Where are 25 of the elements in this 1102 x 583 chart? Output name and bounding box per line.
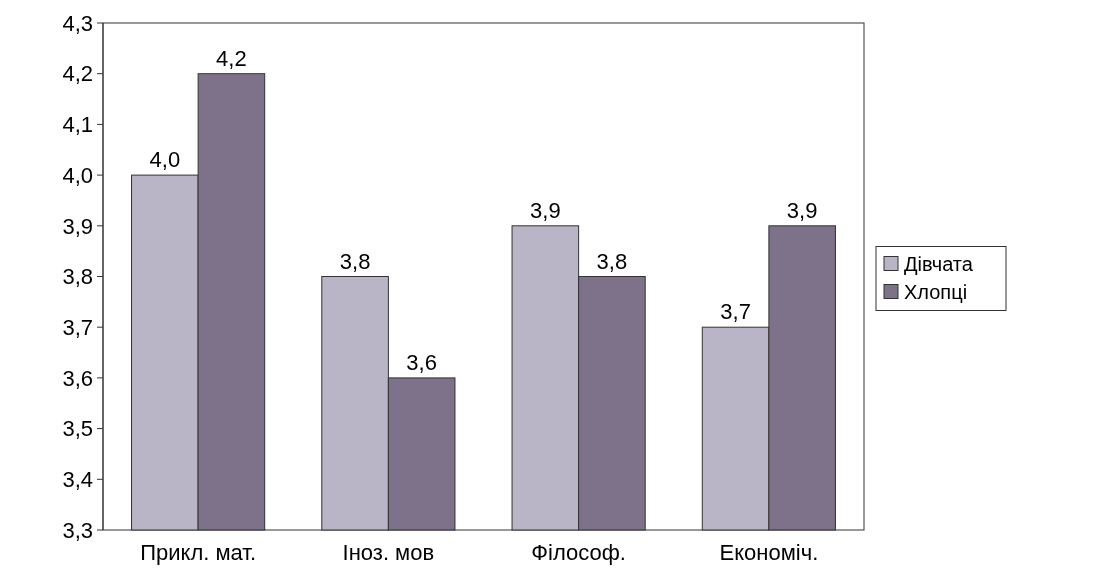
y-tick-label: 3,7: [62, 314, 93, 340]
legend-label: Хлопці: [904, 280, 968, 303]
x-tick-label: Прикл. мат.: [140, 540, 257, 565]
y-tick-label: 4,2: [62, 61, 93, 87]
data-label: 4,0: [149, 147, 181, 173]
y-tick-label: 3,3: [62, 517, 93, 543]
y-tick-label: 3,4: [62, 467, 93, 492]
y-tick-label: 4,1: [62, 112, 93, 138]
y-tick-label: 3,9: [62, 213, 93, 239]
data-label: 3,7: [720, 299, 751, 325]
x-tick-label: Іноз. мов: [342, 540, 435, 565]
data-label: 3,9: [786, 197, 818, 223]
x-tick-label: Філософ.: [531, 540, 626, 565]
y-tick-label: 3,8: [62, 264, 93, 290]
data-label: 3,8: [339, 248, 371, 274]
data-label: 3,6: [406, 349, 437, 375]
data-label: 4,2: [216, 45, 247, 71]
legend-label: Дівчата: [904, 252, 974, 275]
y-tick-label: 3,5: [62, 416, 93, 442]
y-tick-label: 4,3: [62, 10, 93, 36]
y-tick-label: 3,6: [62, 365, 93, 391]
data-label: 3,9: [530, 197, 561, 223]
y-tick-label: 4,0: [62, 162, 93, 188]
x-tick-label: Економіч.: [719, 540, 819, 565]
data-label: 3,8: [596, 248, 628, 274]
